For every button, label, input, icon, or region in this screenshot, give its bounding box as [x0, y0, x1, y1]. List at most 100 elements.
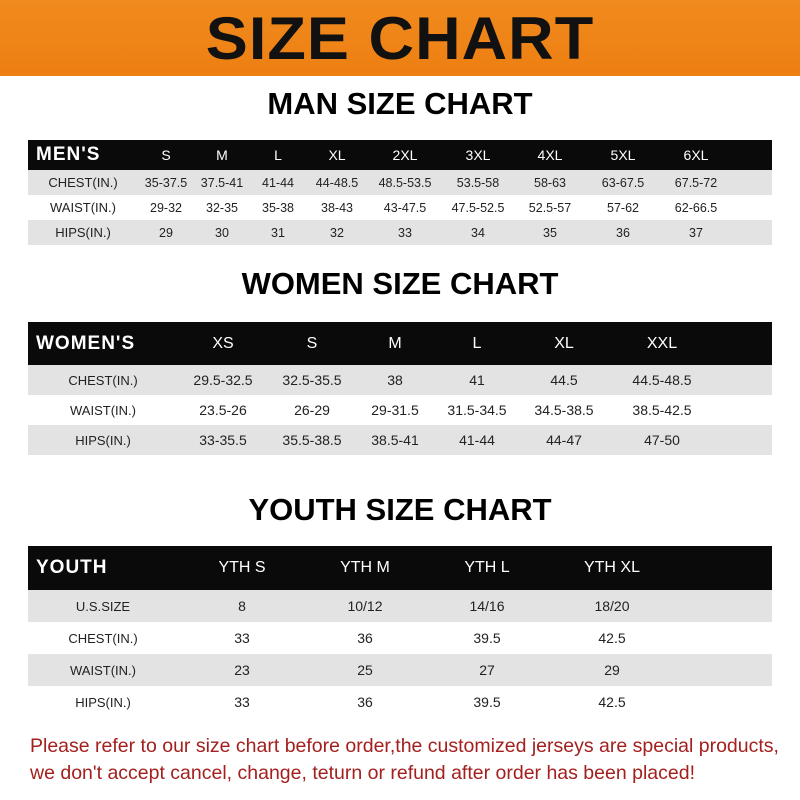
table-cell: 34.5-38.5: [534, 402, 594, 418]
row-label: HIPS(IN.): [75, 694, 131, 710]
table-cell: 38.5-41: [371, 432, 419, 448]
table-cell: 10/12: [347, 598, 383, 614]
row-label: CHEST(IN.): [48, 175, 118, 190]
table-cell: 44-48.5: [315, 175, 359, 190]
table-header-row: YOUTH YTH S YTH M YTH L YTH XL: [28, 546, 772, 590]
table-cell: 33: [234, 694, 250, 710]
table-cell: 36: [616, 225, 630, 240]
table-cell: 44-47: [546, 432, 582, 448]
table-cell: 39.5: [473, 694, 501, 710]
row-label: CHEST(IN.): [68, 372, 138, 388]
table-cell: 39.5: [473, 630, 501, 646]
size-header-cell: YTH XL: [583, 559, 640, 576]
table-cell: 35: [543, 225, 557, 240]
table-cell: 29-31.5: [371, 402, 419, 418]
table-title-cell: MEN'S: [36, 144, 101, 165]
table-cell: 42.5: [598, 630, 626, 646]
table-cell: 36: [357, 630, 373, 646]
table-cell: 41-44: [262, 175, 294, 190]
row-label: U.S.SIZE: [75, 598, 131, 614]
size-header-cell: YTH M: [340, 559, 390, 576]
table-cell: 67.5-72: [674, 175, 718, 190]
table-cell: 33: [398, 225, 412, 240]
table-cell: 30: [215, 225, 229, 240]
table-title-cell: WOMEN'S: [36, 332, 136, 354]
table-row: U.S.SIZE 8 10/12 14/16 18/20: [28, 590, 772, 622]
table-cell: 44.5-48.5: [632, 372, 692, 388]
table-cell: 14/16: [469, 598, 505, 614]
size-header-cell: M: [216, 147, 228, 163]
row-label: HIPS(IN.): [75, 432, 131, 448]
table-cell: 8: [238, 598, 246, 614]
table-row: CHEST(IN.) 35-37.5 37.5-41 41-44 44-48.5 48.5…: [28, 170, 772, 195]
women-heading: WOMEN SIZE CHART: [241, 266, 559, 301]
table-cell: 29-32: [150, 200, 182, 215]
table-header-row: WOMEN'S XS S M L XL XXL: [28, 322, 772, 365]
table-cell: 52.5-57: [528, 200, 572, 215]
table-cell: 38: [387, 372, 403, 388]
table-cell: 47-50: [644, 432, 680, 448]
table-row: HIPS(IN.) 33-35.5 35.5-38.5 38.5-41 41-44 44-…: [28, 425, 772, 455]
table-cell: 29: [604, 662, 620, 678]
table-cell: 32: [330, 225, 344, 240]
size-header-cell: S: [161, 147, 171, 163]
table-cell: 31.5-34.5: [447, 402, 507, 418]
table-cell: 44.5: [550, 372, 578, 388]
men-size-table: MEN'S S M L XL 2XL 3XL 4XL 5XL 6XL CHEST(IN.) 35-37…: [28, 140, 772, 245]
size-header-cell: 3XL: [465, 147, 491, 163]
table-row: WAIST(IN.) 29-32 32-35 35-38 38-43 43-47.5 47.…: [28, 195, 772, 220]
table-cell: 41-44: [459, 432, 495, 448]
notice-line-2: we don't accept cancel, change, teturn o…: [30, 762, 695, 784]
table-cell: 27: [479, 662, 495, 678]
table-cell: 37.5-41: [200, 175, 244, 190]
table-row: HIPS(IN.) 29 30 31 32 33 34 35 36 37: [28, 220, 772, 245]
table-cell: 63-67.5: [601, 175, 645, 190]
table-cell: 29: [159, 225, 173, 240]
size-header-cell: 5XL: [610, 147, 636, 163]
table-cell: 37: [689, 225, 703, 240]
table-cell: 53.5-58: [456, 175, 500, 190]
table-cell: 35-38: [262, 200, 294, 215]
table-cell: 32.5-35.5: [282, 372, 342, 388]
table-cell: 48.5-53.5: [378, 175, 432, 190]
women-size-table: WOMEN'S XS S M L XL XXL CHEST(IN.) 29.5-32.5 32.5…: [28, 322, 772, 455]
table-row: WAIST(IN.) 23.5-26 26-29 29-31.5 31.5-34.5 34…: [28, 395, 772, 425]
table-cell: 62-66.5: [674, 200, 718, 215]
table-cell: 34: [471, 225, 485, 240]
size-header-cell: 2XL: [392, 147, 418, 163]
table-cell: 31: [271, 225, 285, 240]
size-header-cell: YTH S: [218, 559, 266, 576]
size-header-cell: 6XL: [683, 147, 709, 163]
table-row: CHEST(IN.) 29.5-32.5 32.5-35.5 38 41 44.5 44.5…: [28, 365, 772, 395]
size-header-cell: YTH L: [464, 559, 510, 576]
size-header-cell: XXL: [646, 334, 678, 352]
size-header-cell: XL: [328, 147, 346, 163]
table-header-row: MEN'S S M L XL 2XL 3XL 4XL 5XL 6XL: [28, 140, 772, 170]
table-cell: 23.5-26: [199, 402, 247, 418]
table-cell: 23: [234, 662, 250, 678]
table-cell: 35.5-38.5: [282, 432, 342, 448]
table-cell: 57-62: [607, 200, 639, 215]
row-label: WAIST(IN.): [50, 200, 116, 215]
size-header-cell: M: [388, 334, 402, 352]
size-header-cell: 4XL: [537, 147, 563, 163]
size-header-cell: L: [274, 147, 282, 163]
row-label: CHEST(IN.): [68, 630, 138, 646]
table-cell: 33: [234, 630, 250, 646]
youth-heading: YOUTH SIZE CHART: [248, 492, 552, 527]
table-cell: 42.5: [598, 694, 626, 710]
table-cell: 58-63: [534, 175, 566, 190]
table-cell: 29.5-32.5: [193, 372, 253, 388]
table-cell: 38.5-42.5: [632, 402, 692, 418]
table-row: WAIST(IN.) 23 25 27 29: [28, 654, 772, 686]
table-cell: 26-29: [294, 402, 330, 418]
row-label: WAIST(IN.): [70, 662, 136, 678]
table-cell: 36: [357, 694, 373, 710]
size-header-cell: XL: [554, 334, 574, 352]
size-header-cell: S: [306, 334, 318, 352]
title-banner: SIZE CHART: [0, 0, 800, 76]
table-row: HIPS(IN.) 33 36 39.5 42.5: [28, 686, 772, 718]
table-cell: 35-37.5: [144, 175, 188, 190]
order-notice: Please refer to our size chart before or…: [30, 733, 790, 787]
size-header-cell: L: [472, 334, 482, 352]
